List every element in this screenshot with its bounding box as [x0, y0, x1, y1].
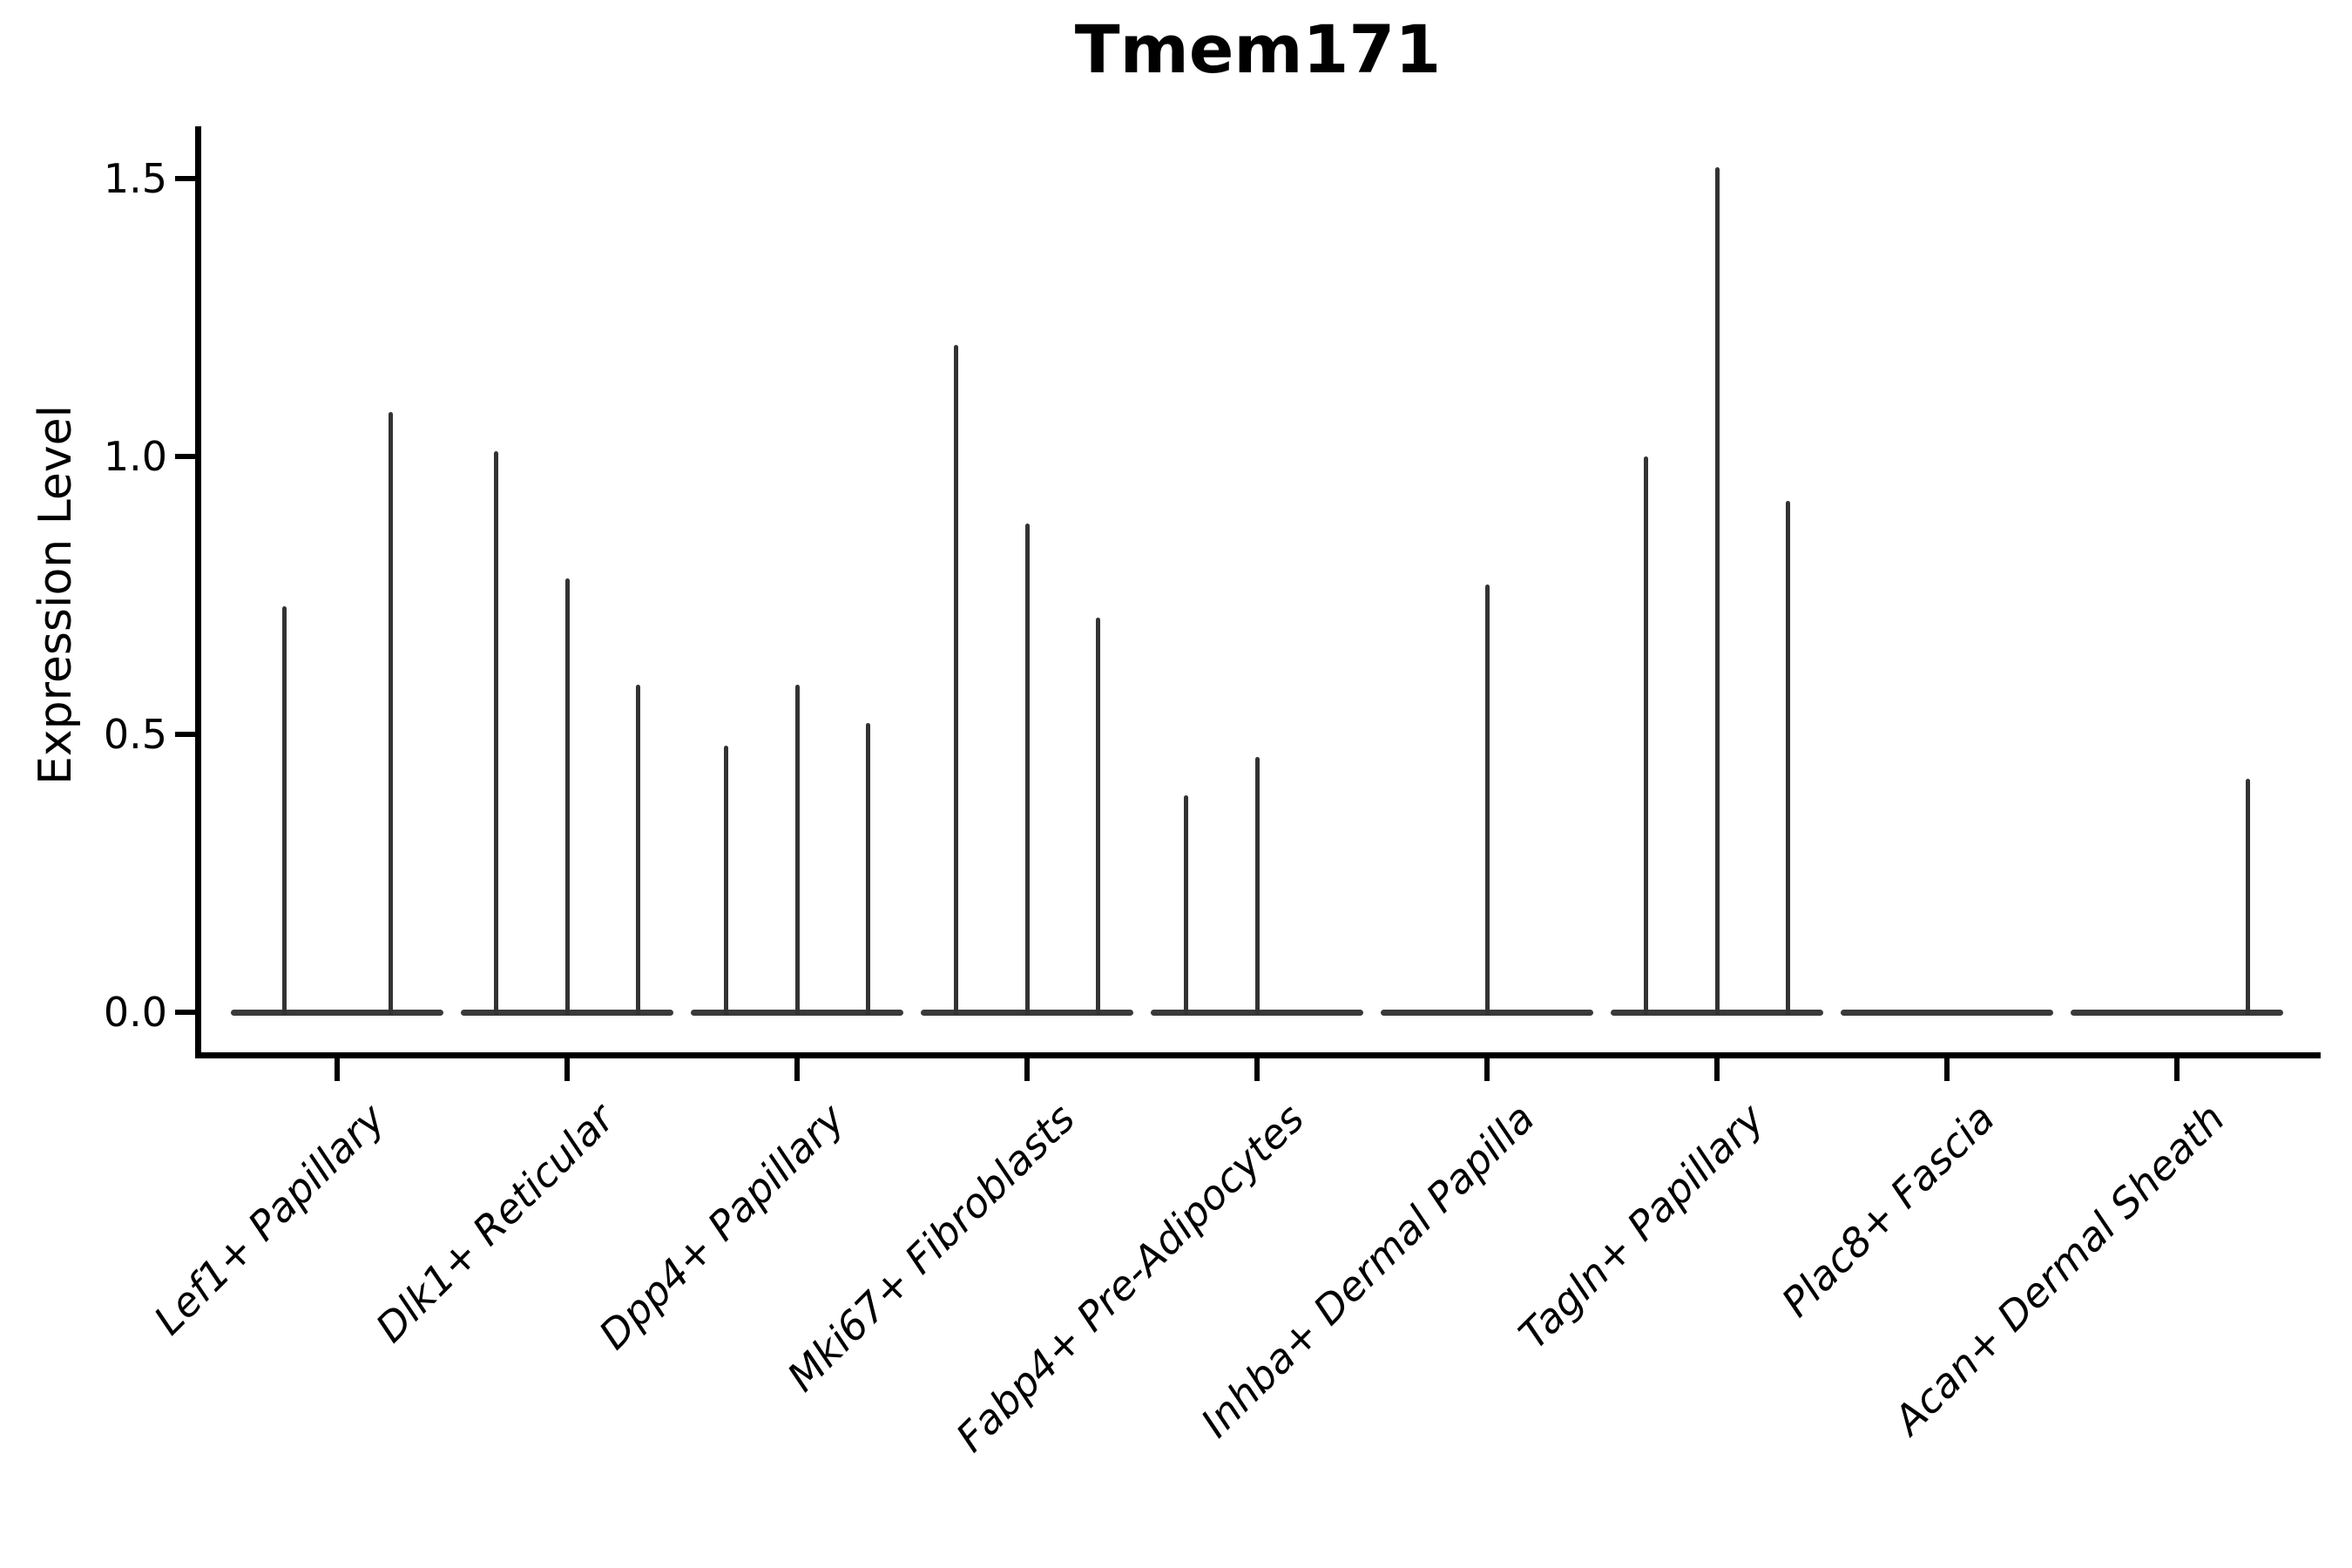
x-tick-mark [1714, 1058, 1720, 1081]
violin-spike [564, 578, 570, 1015]
violin-spike [388, 411, 393, 1015]
x-tick-label-1: Lef1+ Papillary [144, 1094, 394, 1344]
chart-title: Tmem171 [1074, 10, 1442, 88]
violin-spike [1644, 456, 1649, 1015]
x-tick-mark [794, 1058, 800, 1081]
x-tick-mark [335, 1058, 340, 1081]
violin-spike [1095, 618, 1100, 1015]
x-tick-mark [1484, 1058, 1490, 1081]
x-tick-label-8: Plac8+ Fascia [1772, 1094, 2004, 1326]
violin-spike [1714, 167, 1720, 1015]
violin-spike [1785, 501, 1790, 1015]
violin-spike [865, 723, 870, 1015]
x-tick-label-7: Tagln+ Papillary [1510, 1094, 1774, 1358]
violin-baseline [231, 1010, 443, 1016]
x-tick-label-3: Dpp4+ Papillary [590, 1094, 854, 1359]
x-tick-label-2: Dlk1+ Reticular [367, 1094, 624, 1352]
y-tick-label: 1.5 [103, 155, 167, 202]
violin-spike [1184, 795, 1189, 1015]
x-axis-spine [195, 1052, 2321, 1058]
violin-spike [281, 606, 287, 1015]
violin-spike [1024, 523, 1030, 1015]
violin-spike [635, 684, 640, 1015]
y-tick-mark [175, 454, 196, 459]
violin-baseline [1841, 1010, 2053, 1016]
violin-baseline [2071, 1010, 2283, 1016]
x-tick-mark [1024, 1058, 1030, 1081]
x-tick-mark [2174, 1058, 2180, 1081]
violin-spike [494, 450, 499, 1015]
y-axis-spine [195, 126, 201, 1058]
violin-spike [1484, 584, 1490, 1015]
x-tick-mark [564, 1058, 570, 1081]
y-tick-label: 1.0 [103, 433, 167, 480]
y-tick-mark [175, 732, 196, 737]
violin-spike [724, 745, 729, 1015]
y-tick-label: 0.5 [103, 711, 167, 758]
violin-spike [1254, 756, 1260, 1015]
y-tick-label: 0.0 [103, 989, 167, 1036]
violin-spike [954, 345, 959, 1015]
x-tick-mark [1254, 1058, 1260, 1081]
violin-spike [2245, 779, 2250, 1015]
y-tick-mark [175, 176, 196, 181]
y-tick-mark [175, 1010, 196, 1015]
violin-spike [794, 684, 800, 1015]
x-tick-mark [1944, 1058, 1950, 1081]
